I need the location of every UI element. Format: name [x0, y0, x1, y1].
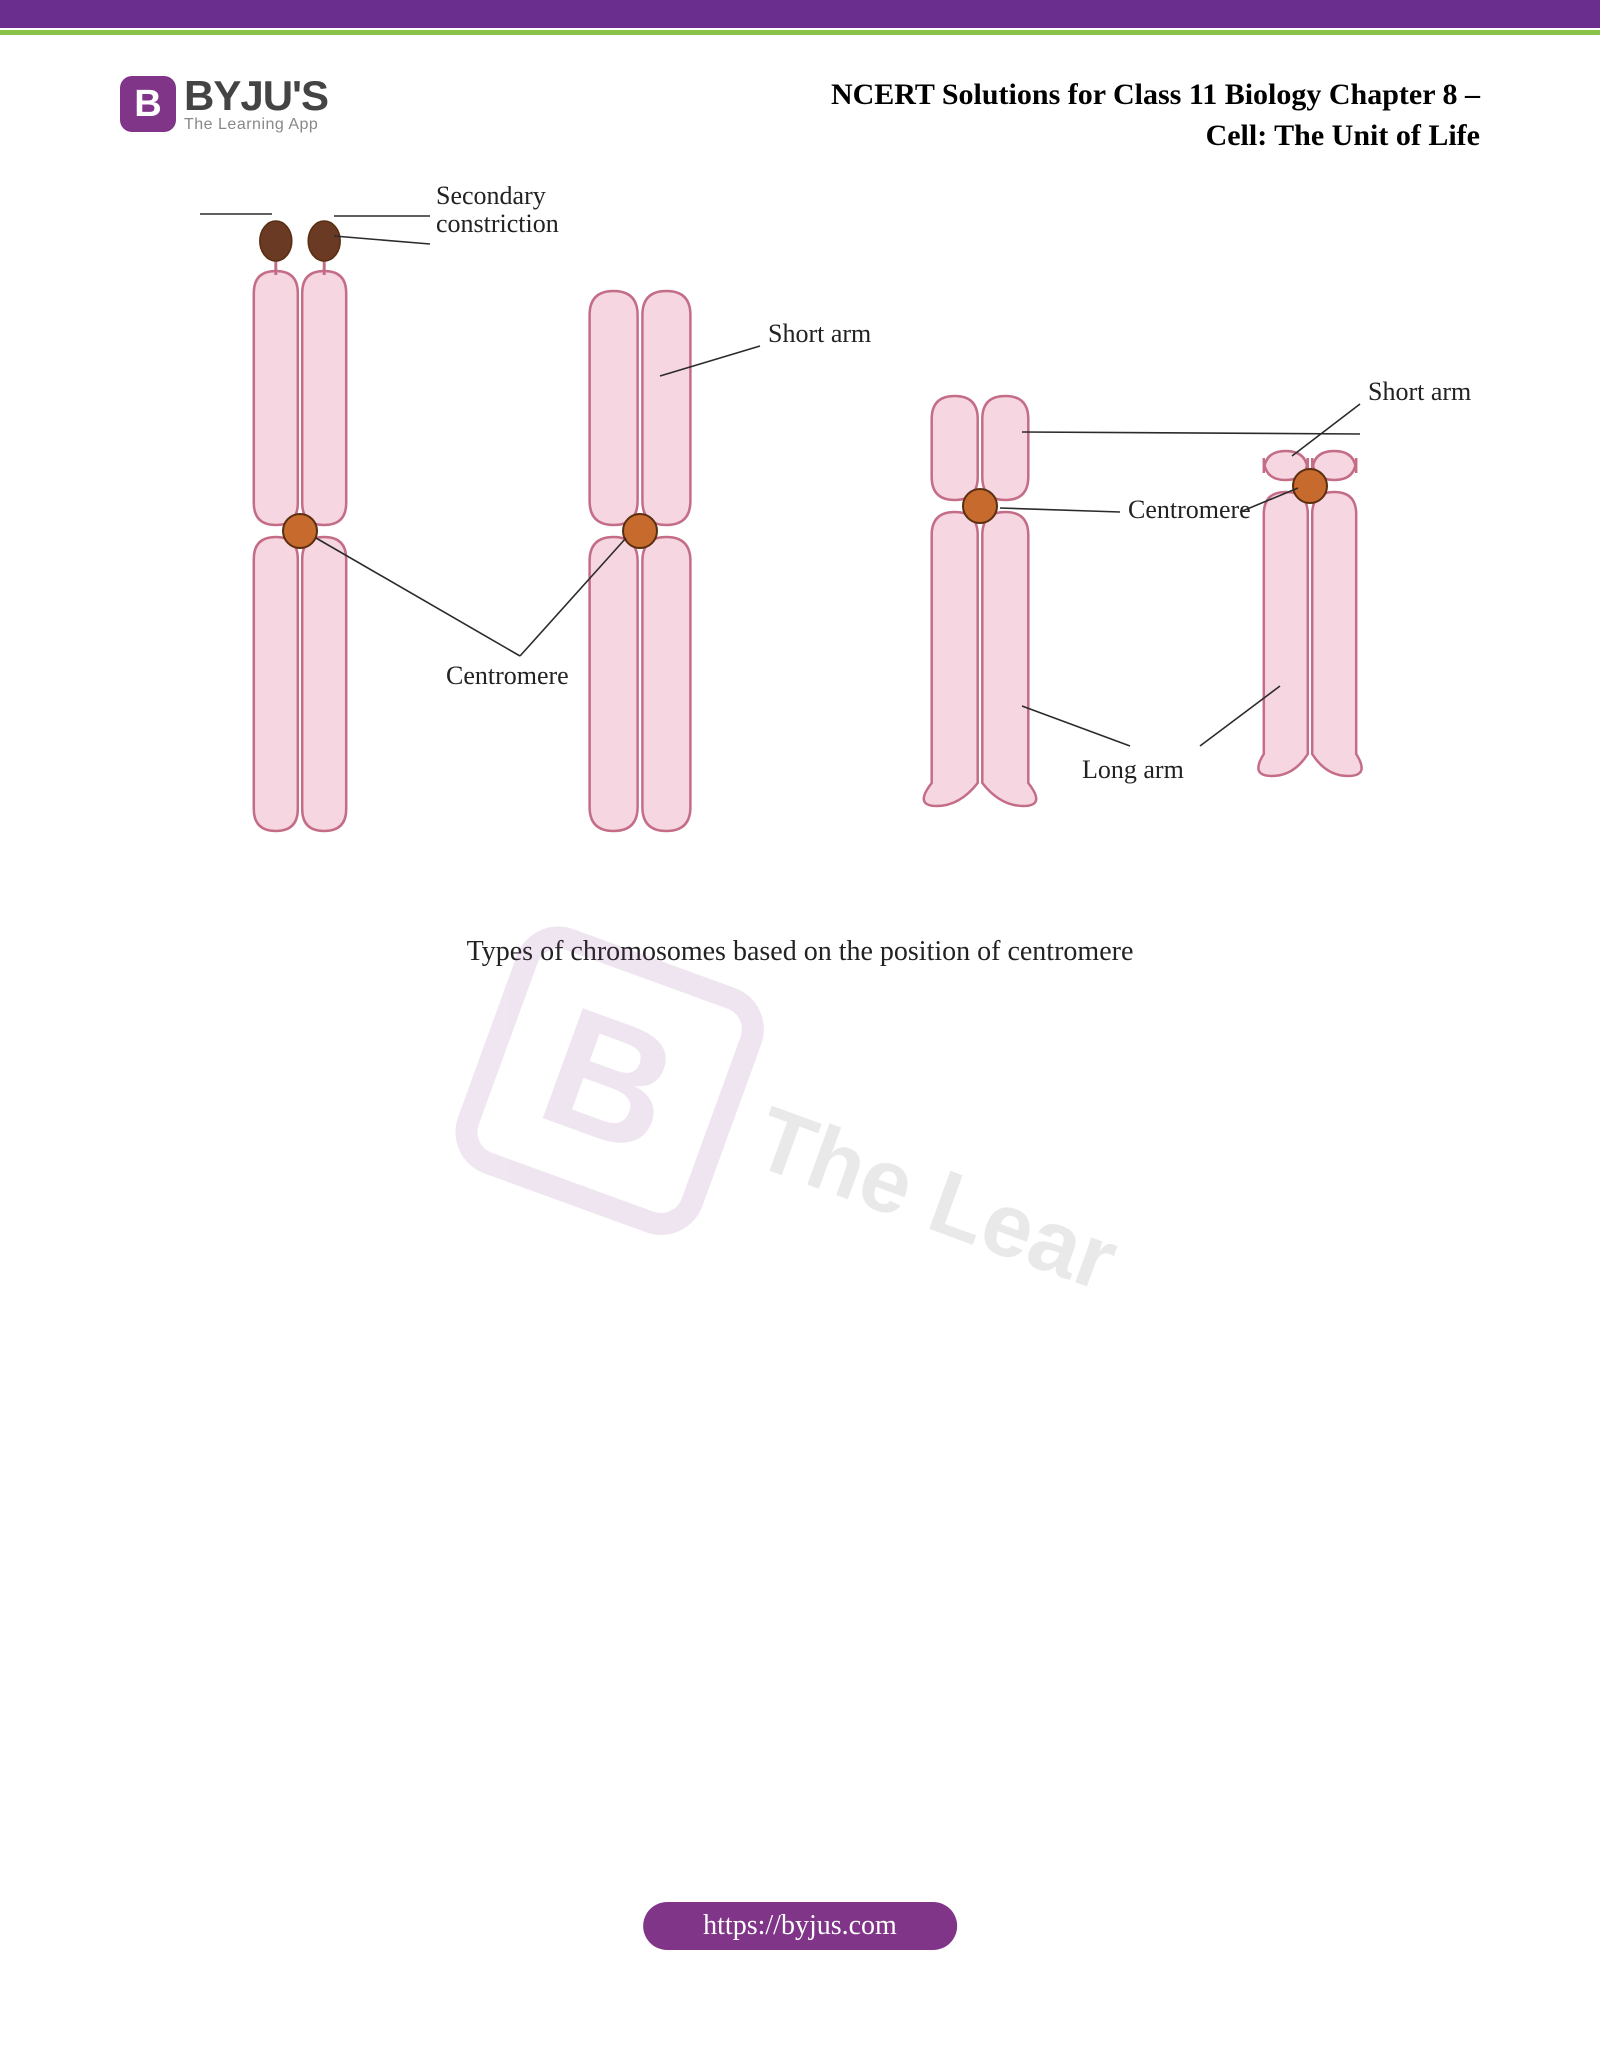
brand-name: BYJU'S	[184, 75, 328, 117]
watermark: B The Lear	[443, 914, 1157, 1386]
svg-text:Short arm: Short arm	[768, 319, 871, 348]
logo-text-block: BYJU'S The Learning App	[184, 75, 328, 133]
footer-url: https://byjus.com	[703, 1910, 897, 1941]
brand-logo: B BYJU'S The Learning App	[120, 75, 328, 133]
svg-text:Secondary: Secondary	[436, 186, 546, 210]
diagram-caption: Types of chromosomes based on the positi…	[0, 936, 1600, 968]
footer-url-pill: https://byjus.com	[643, 1902, 957, 1950]
title-line-1: NCERT Solutions for Class 11 Biology Cha…	[831, 75, 1480, 116]
diagram-svg: SatelliteSecondaryconstrictionShort armC…	[120, 186, 1480, 906]
svg-text:constriction: constriction	[436, 209, 559, 238]
watermark-text: The Lear	[742, 1087, 1130, 1312]
watermark-letter: B	[518, 968, 700, 1194]
title-line-2: Cell: The Unit of Life	[831, 116, 1480, 157]
logo-mark: B	[120, 76, 176, 132]
svg-text:Long arm: Long arm	[1082, 755, 1184, 784]
logo-letter: B	[134, 83, 161, 126]
brand-tagline: The Learning App	[184, 117, 328, 133]
page-header: B BYJU'S The Learning App NCERT Solution…	[0, 35, 1600, 166]
svg-text:Short arm: Short arm	[1368, 377, 1471, 406]
chromosome-diagram: SatelliteSecondaryconstrictionShort armC…	[120, 186, 1480, 906]
svg-text:Centromere: Centromere	[446, 661, 569, 690]
svg-text:Centromere: Centromere	[1128, 495, 1251, 524]
top-accent-bar	[0, 0, 1600, 28]
document-title: NCERT Solutions for Class 11 Biology Cha…	[831, 75, 1480, 156]
